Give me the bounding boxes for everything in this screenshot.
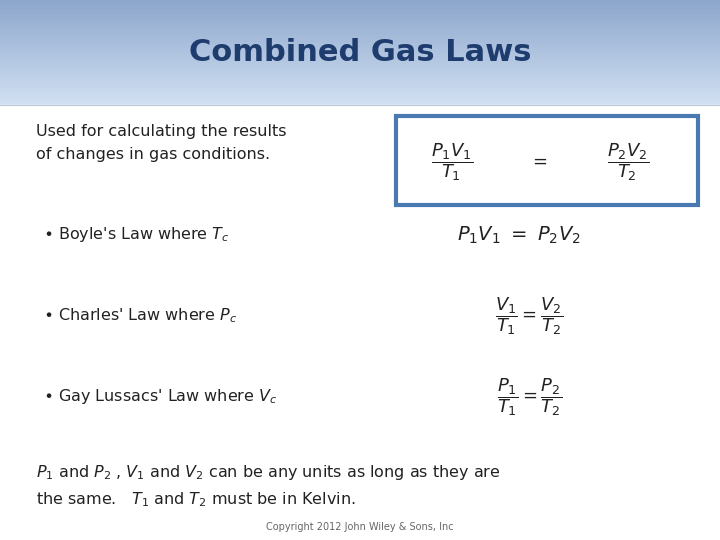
Bar — [0, 26, 720, 28]
Bar — [0, 104, 720, 105]
Bar — [0, 105, 720, 540]
Text: Combined Gas Laws: Combined Gas Laws — [189, 38, 531, 67]
Bar — [0, 27, 720, 29]
Bar — [0, 86, 720, 88]
Bar — [0, 44, 720, 46]
Bar — [0, 24, 720, 26]
Text: $P_1V_1 \ = \ P_2V_2$: $P_1V_1 \ = \ P_2V_2$ — [456, 224, 580, 246]
Bar — [0, 9, 720, 11]
Bar — [0, 45, 720, 48]
Bar — [0, 35, 720, 37]
Bar — [0, 59, 720, 60]
Bar — [0, 19, 720, 21]
Bar — [0, 62, 720, 63]
Bar — [0, 42, 720, 43]
Bar — [0, 30, 720, 31]
Bar — [0, 83, 720, 84]
Bar — [0, 48, 720, 50]
Bar — [0, 68, 720, 70]
Bar — [0, 90, 720, 92]
Text: Used for calculating the results
of changes in gas conditions.: Used for calculating the results of chan… — [36, 124, 287, 162]
Bar — [0, 14, 720, 16]
Bar — [0, 36, 720, 38]
Bar — [0, 76, 720, 78]
Bar — [0, 22, 720, 24]
Text: $\mathit{P_1}$ and $\mathit{P_2}$ , $\mathit{V_1}$ and $\mathit{V_2}$ can be any: $\mathit{P_1}$ and $\mathit{P_2}$ , $\ma… — [36, 463, 500, 482]
FancyBboxPatch shape — [396, 116, 698, 205]
Bar — [0, 60, 720, 62]
Bar — [0, 98, 720, 100]
Bar — [0, 33, 720, 36]
Bar — [0, 80, 720, 82]
Bar — [0, 64, 720, 66]
Bar — [0, 32, 720, 34]
Bar — [0, 78, 720, 80]
Bar — [0, 55, 720, 57]
Text: the same.   $\mathit{T_1}$ and $\mathit{T_2}$ must be in Kelvin.: the same. $\mathit{T_1}$ and $\mathit{T_… — [36, 490, 356, 509]
Bar — [0, 94, 720, 96]
Bar — [0, 71, 720, 72]
Bar — [0, 75, 720, 76]
Text: $\bullet$ Charles' Law where $\mathit{P_c}$: $\bullet$ Charles' Law where $\mathit{P_… — [43, 307, 237, 325]
Bar — [0, 87, 720, 90]
Bar — [0, 8, 720, 9]
Bar — [0, 12, 720, 15]
Bar — [0, 93, 720, 95]
Text: $\dfrac{P_1}{T_1} = \dfrac{P_2}{T_2}$: $\dfrac{P_1}{T_1} = \dfrac{P_2}{T_2}$ — [497, 376, 562, 418]
Bar — [0, 2, 720, 4]
Bar — [0, 84, 720, 85]
Text: $\bullet$ Gay Lussacs' Law where $\mathit{V_c}$: $\bullet$ Gay Lussacs' Law where $\mathi… — [43, 387, 278, 407]
Bar — [0, 50, 720, 51]
Bar — [0, 63, 720, 64]
Bar — [0, 40, 720, 42]
Bar — [0, 18, 720, 20]
Bar — [0, 21, 720, 22]
Bar — [0, 85, 720, 87]
Bar — [0, 15, 720, 17]
Bar — [0, 97, 720, 99]
Bar — [0, 69, 720, 71]
Bar — [0, 52, 720, 54]
Bar — [0, 92, 720, 93]
Bar — [0, 6, 720, 8]
Bar — [0, 53, 720, 55]
Text: Copyright 2012 John Wiley & Sons, Inc: Copyright 2012 John Wiley & Sons, Inc — [266, 522, 454, 531]
Bar — [0, 102, 720, 104]
Bar — [0, 29, 720, 30]
Text: $\dfrac{P_1V_1}{T_1}$: $\dfrac{P_1V_1}{T_1}$ — [431, 141, 473, 183]
Bar — [0, 72, 720, 74]
Bar — [0, 73, 720, 75]
Bar — [0, 3, 720, 5]
Bar — [0, 10, 720, 12]
Text: $=$: $=$ — [529, 151, 548, 170]
Bar — [0, 1, 720, 3]
Bar — [0, 66, 720, 69]
Bar — [0, 23, 720, 25]
Bar — [0, 11, 720, 13]
Bar — [0, 5, 720, 6]
Bar — [0, 96, 720, 97]
Bar — [0, 65, 720, 67]
Bar — [0, 89, 720, 91]
Text: $\bullet$ Boyle's Law where $\mathit{T_c}$: $\bullet$ Boyle's Law where $\mathit{T_c… — [43, 225, 230, 245]
Bar — [0, 0, 720, 1]
Bar — [0, 81, 720, 83]
Bar — [0, 17, 720, 18]
Bar — [0, 57, 720, 59]
Bar — [0, 99, 720, 102]
Bar — [0, 51, 720, 53]
Bar — [0, 39, 720, 41]
Bar — [0, 77, 720, 79]
Text: $\dfrac{V_1}{T_1} = \dfrac{V_2}{T_2}$: $\dfrac{V_1}{T_1} = \dfrac{V_2}{T_2}$ — [495, 295, 563, 337]
Bar — [0, 56, 720, 58]
Bar — [0, 31, 720, 33]
Bar — [0, 47, 720, 49]
Bar — [0, 101, 720, 103]
Bar — [0, 43, 720, 45]
Bar — [0, 38, 720, 39]
Text: $\dfrac{P_2V_2}{T_2}$: $\dfrac{P_2V_2}{T_2}$ — [607, 141, 649, 183]
